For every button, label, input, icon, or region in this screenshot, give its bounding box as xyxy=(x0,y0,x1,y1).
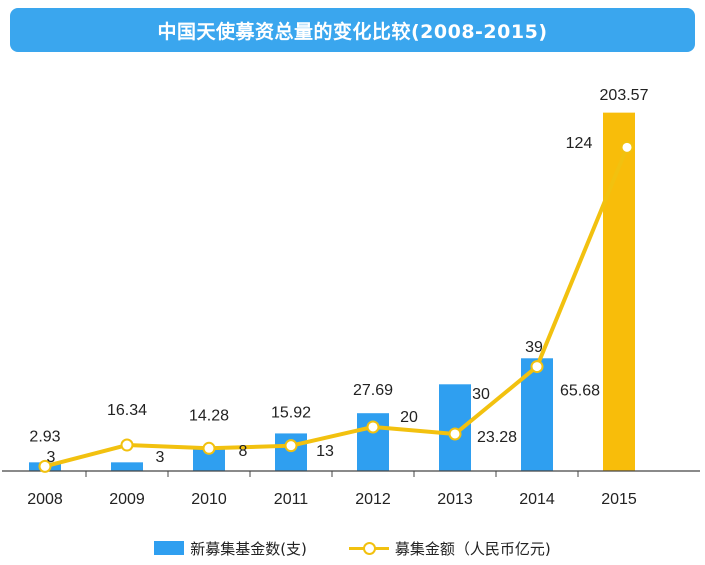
bar-value-label-2010: 8 xyxy=(239,443,248,460)
legend-item-bars: 新募集基金数(支) xyxy=(154,538,307,559)
line-point-2013 xyxy=(448,427,462,441)
line-value-label-2012: 27.69 xyxy=(353,382,393,399)
legend-bar-label: 新募集基金数(支) xyxy=(190,539,307,558)
line-point-2014 xyxy=(530,360,544,374)
bar-value-label-2008: 3 xyxy=(47,449,56,466)
x-tick-label-2013: 2013 xyxy=(437,491,473,508)
line-value-label-2015: 203.57 xyxy=(600,87,649,104)
legend-line-label: 募集金额（人民币亿元) xyxy=(394,539,551,558)
line-point-2008 xyxy=(38,459,52,473)
x-tick-label-2009: 2009 xyxy=(109,491,145,508)
combo-chart: 2008 2009 2010 2011 2012 2013 2014 20152.9316.3… xyxy=(2,87,700,508)
line-series-path xyxy=(44,146,629,469)
line-point-2012 xyxy=(366,420,380,434)
line-value-label-2008: 2.93 xyxy=(29,428,60,445)
bar-value-label-2009: 3 xyxy=(156,449,165,466)
chart-title: 中国天使募资总量的变化比较(2008-2015) xyxy=(157,20,548,43)
bar-2009 xyxy=(111,462,143,471)
bar-value-label-2012: 20 xyxy=(400,409,418,426)
legend-line-swatch xyxy=(348,541,389,555)
line-point-2015 xyxy=(620,140,634,154)
bar-2011 xyxy=(275,433,307,471)
line-value-label-2013: 23.28 xyxy=(477,429,517,446)
x-tick-label-2008: 2008 xyxy=(27,491,63,508)
line-value-label-2009: 16.34 xyxy=(107,402,147,419)
chart-title-bar: 中国天使募资总量的变化比较(2008-2015) xyxy=(10,8,695,52)
chart-legend: 新募集基金数(支) 募集金额（人民币亿元) xyxy=(0,534,705,562)
legend-item-line: 募集金额（人民币亿元) xyxy=(348,538,551,559)
bar-value-label-2011: 13 xyxy=(316,443,334,460)
x-tick-label-2010: 2010 xyxy=(191,491,227,508)
legend-bar-swatch xyxy=(154,541,185,555)
x-tick-label-2011: 2011 xyxy=(274,491,309,508)
x-tick-label-2015: 2015 xyxy=(601,491,637,508)
bar-2010 xyxy=(193,447,225,471)
bar-value-label-2014: 39 xyxy=(525,339,543,356)
line-value-label-2011: 15.92 xyxy=(271,405,311,422)
bar-value-label-2013: 30 xyxy=(472,386,490,403)
line-point-2009 xyxy=(120,438,134,452)
line-value-label-2014: 65.68 xyxy=(560,383,600,400)
line-point-2010 xyxy=(202,441,216,455)
bar-value-label-2015: 124 xyxy=(566,135,593,152)
x-tick-label-2012: 2012 xyxy=(355,491,391,508)
line-value-label-2010: 14.28 xyxy=(189,407,229,424)
line-point-2011 xyxy=(284,439,298,453)
x-tick-label-2014: 2014 xyxy=(519,491,555,508)
bar-2015 xyxy=(603,112,635,471)
